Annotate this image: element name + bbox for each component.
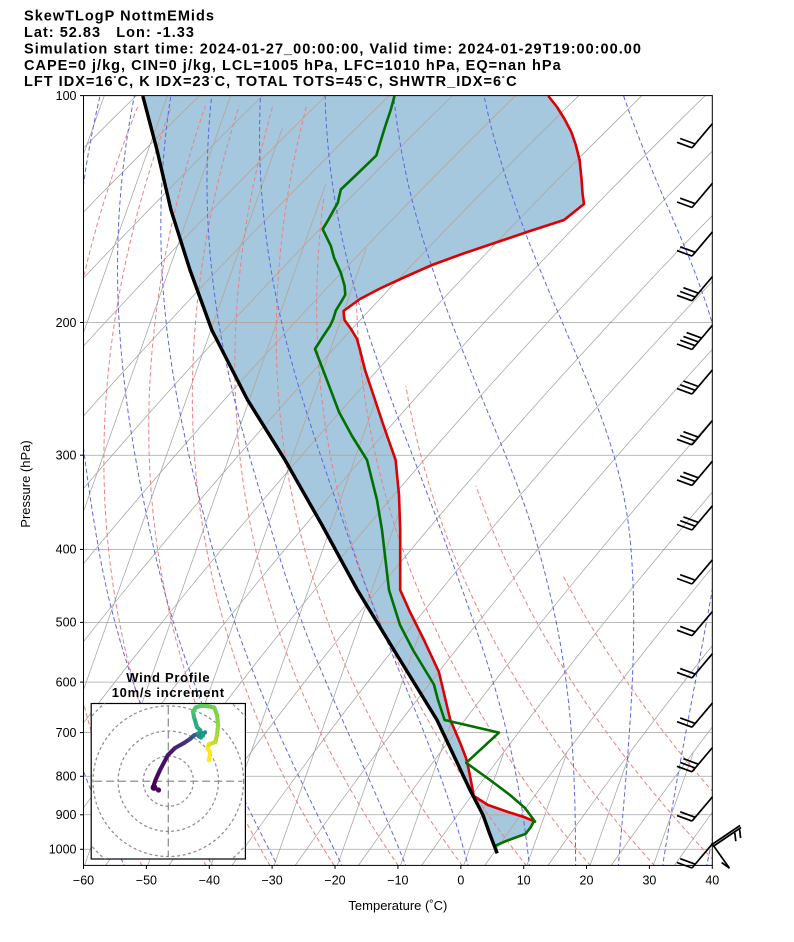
svg-text:Simulation start time: 2024-01: Simulation start time: 2024-01-27_00:00:…: [24, 41, 642, 57]
svg-text:−50: −50: [136, 873, 157, 887]
svg-text:LFT IDX=16˚C, K IDX=23˚C, TOTA: LFT IDX=16˚C, K IDX=23˚C, TOTAL TOTS=45˚…: [24, 74, 518, 90]
svg-text:−30: −30: [261, 873, 282, 887]
svg-text:−10: −10: [387, 873, 408, 887]
svg-text:SkewTLogP NottmEMids: SkewTLogP NottmEMids: [24, 9, 215, 25]
svg-text:CAPE=0 j/kg, CIN=0 j/kg, LCL=1: CAPE=0 j/kg, CIN=0 j/kg, LCL=1005 hPa, L…: [24, 58, 562, 74]
svg-text:10m/s increment: 10m/s increment: [112, 685, 225, 700]
svg-text:0: 0: [457, 873, 464, 887]
svg-text:800: 800: [56, 770, 77, 784]
svg-text:500: 500: [56, 616, 77, 630]
svg-text:Pressure (hPa): Pressure (hPa): [18, 440, 33, 527]
svg-text:40: 40: [705, 873, 719, 887]
svg-text:−20: −20: [324, 873, 345, 887]
svg-text:30: 30: [642, 873, 656, 887]
svg-text:20: 20: [580, 873, 594, 887]
svg-text:1000: 1000: [49, 843, 77, 857]
svg-text:600: 600: [56, 675, 77, 689]
svg-text:10: 10: [517, 873, 531, 887]
svg-text:−40: −40: [199, 873, 220, 887]
svg-text:900: 900: [56, 808, 77, 822]
svg-text:Lat: 52.83 Lon: -1.33: Lat: 52.83 Lon: -1.33: [24, 25, 195, 41]
svg-text:700: 700: [56, 726, 77, 740]
svg-text:Wind Profile: Wind Profile: [126, 670, 210, 685]
svg-text:200: 200: [56, 316, 77, 330]
svg-text:400: 400: [56, 543, 77, 557]
svg-text:Temperature (˚C): Temperature (˚C): [348, 898, 447, 913]
svg-text:100: 100: [56, 89, 77, 103]
svg-text:300: 300: [56, 449, 77, 463]
svg-text:−60: −60: [73, 873, 94, 887]
